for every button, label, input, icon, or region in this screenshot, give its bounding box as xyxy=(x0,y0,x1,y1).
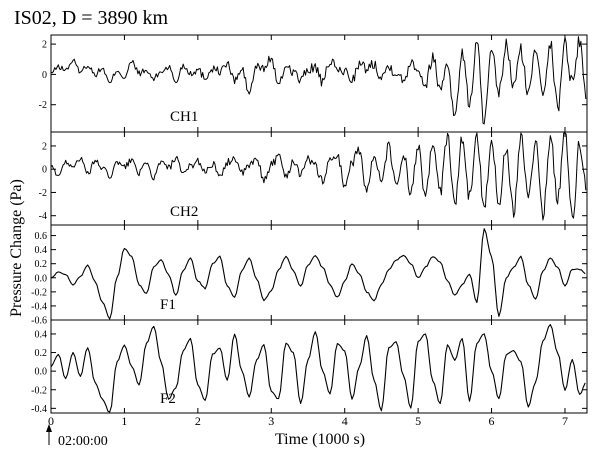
start-arrow-head xyxy=(46,424,52,432)
series-line-ch2 xyxy=(50,132,587,221)
x-tick-label: 7 xyxy=(562,414,568,428)
panels: 2 0 -2 CH1 2 0 -2 -4 CH2 0.6 0.4 0.2 0.0 -0.2 -0.4 -0.6… xyxy=(31,34,588,415)
y-tick-label: -0.6 xyxy=(31,316,47,327)
start-time-label: 02:00:00 xyxy=(58,434,108,449)
series-label-f1: F1 xyxy=(160,297,176,313)
series-line-f1 xyxy=(50,228,586,320)
y-tick-label: 2 xyxy=(42,141,47,152)
series-line-f2 xyxy=(50,324,586,413)
y-tick-label: 0.4 xyxy=(35,245,48,256)
chart-title: IS02, D = 3890 km xyxy=(14,7,169,29)
y-tick-label: 0.0 xyxy=(35,273,48,284)
panel-frame xyxy=(50,131,588,226)
y-tick-label: -0.2 xyxy=(31,287,47,298)
x-axis-label: Time (1000 s) xyxy=(275,431,365,448)
y-tick-label: -2 xyxy=(39,188,47,199)
y-tick-label: 0.0 xyxy=(35,367,48,378)
y-tick-label: -0.2 xyxy=(31,385,47,396)
x-tick-label: 1 xyxy=(121,414,127,428)
y-tick-label: -2 xyxy=(39,100,47,111)
panel-ch1: 2 0 -2 CH1 xyxy=(39,34,588,133)
panel-frame xyxy=(50,224,588,321)
y-tick-label: 0.2 xyxy=(35,348,48,359)
y-tick-label: 0.6 xyxy=(35,231,48,242)
y-tick-label: -0.4 xyxy=(31,404,47,415)
x-tick-label: 0 xyxy=(48,414,54,428)
x-tick-label: 2 xyxy=(195,414,201,428)
series-label-ch1: CH1 xyxy=(170,109,198,125)
x-tick-label: 3 xyxy=(268,414,274,428)
series-label-ch2: CH2 xyxy=(170,204,198,220)
panel-f1: 0.6 0.4 0.2 0.0 -0.2 -0.4 -0.6 F1 xyxy=(31,224,588,327)
y-tick-label: 2 xyxy=(42,40,47,51)
y-tick-label: 0 xyxy=(42,165,47,176)
x-tick-label: 4 xyxy=(342,414,348,428)
panel-f2: 0.4 0.2 0.0 -0.2 -0.4 F2 xyxy=(31,319,588,415)
x-axis: 0 1 2 3 4 5 6 7 xyxy=(48,414,568,428)
start-time-marker: 02:00:00 xyxy=(46,424,108,449)
y-tick-label: 0.4 xyxy=(35,329,48,340)
y-tick-label: 0 xyxy=(42,70,47,81)
x-tick-label: 5 xyxy=(415,414,421,428)
y-tick-label: -4 xyxy=(39,211,47,222)
x-tick-label: 6 xyxy=(489,414,495,428)
panel-frame xyxy=(50,34,588,133)
series-label-f2: F2 xyxy=(160,391,176,407)
y-tick-label: -0.4 xyxy=(31,301,47,312)
series-line-ch1 xyxy=(50,36,587,125)
y-axis-label: Pressure Change (Pa) xyxy=(8,179,25,317)
panel-ch2: 2 0 -2 -4 CH2 xyxy=(39,131,588,226)
y-tick-label: 0.2 xyxy=(35,259,48,270)
